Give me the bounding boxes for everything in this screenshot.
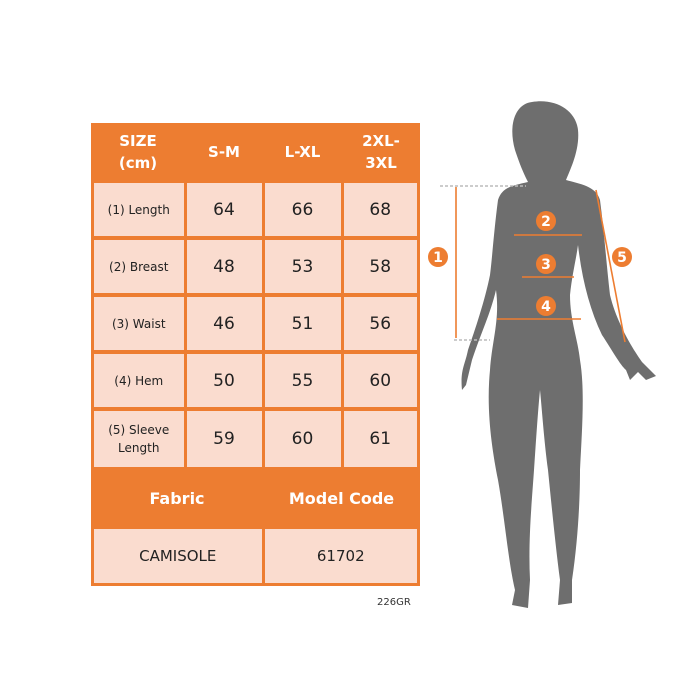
row-label: (2) Breast — [94, 240, 184, 293]
marker-3 — [536, 254, 556, 274]
fabric-value: CAMISOLE — [94, 529, 262, 583]
row-label: (4) Hem — [94, 354, 184, 407]
row-value: 55 — [264, 354, 341, 407]
marker-1-label: 1 — [433, 250, 443, 266]
marker-2 — [536, 211, 556, 231]
header-l-xl: L-XL — [284, 143, 321, 161]
product-code: 226GR — [377, 597, 411, 608]
row-value: 60 — [343, 354, 417, 407]
table-row: (2) Breast 48 53 58 — [91, 238, 420, 295]
marker-2-label: 2 — [541, 214, 551, 230]
row-value: 46 — [186, 297, 262, 350]
size-chart-table: SIZE (cm) S-M L-XL 2XL- 3XL (1) Length 64… — [91, 123, 420, 586]
row-value: 48 — [186, 240, 262, 293]
table-row: (1) Length 64 66 68 — [91, 181, 420, 238]
row-value: 50 — [186, 354, 262, 407]
row-label: (5) Sleeve Length — [94, 411, 184, 467]
row-value: 61 — [343, 411, 417, 467]
table-row: (3) Waist 46 51 56 — [91, 295, 420, 352]
row-value: 66 — [264, 183, 341, 236]
row-value: 51 — [264, 297, 341, 350]
header-size: SIZE (cm) — [118, 132, 158, 172]
row-label: (3) Waist — [94, 297, 184, 350]
row-value: 58 — [343, 240, 417, 293]
row-value: 68 — [343, 183, 417, 236]
row-value: 64 — [186, 183, 262, 236]
header-2xl-3xl: 2XL- 3XL — [362, 132, 400, 172]
marker-3-label: 3 — [541, 257, 551, 273]
table-row: (4) Hem 50 55 60 — [91, 352, 420, 409]
silhouette-shape — [461, 101, 656, 609]
model-code-value: 61702 — [264, 529, 417, 583]
marker-1 — [428, 247, 448, 267]
row-value: 56 — [343, 297, 417, 350]
header-s-m: S-M — [208, 143, 240, 161]
row-value: 60 — [264, 411, 341, 467]
table-row: (5) Sleeve Length 59 60 61 — [91, 409, 420, 469]
body-silhouette: 1 2 3 4 5 — [428, 101, 656, 609]
fabric-label: Fabric — [149, 488, 205, 508]
row-value: 59 — [186, 411, 262, 467]
marker-4 — [536, 296, 556, 316]
table-header: SIZE (cm) S-M L-XL 2XL- 3XL — [91, 123, 420, 181]
row-value: 53 — [264, 240, 341, 293]
marker-5 — [612, 247, 632, 267]
row-label: (1) Length — [94, 183, 184, 236]
marker-5-label: 5 — [617, 250, 627, 266]
marker-4-label: 4 — [541, 299, 551, 315]
model-code-label: Model Code — [288, 488, 395, 508]
sleeve-arrow — [595, 189, 626, 343]
